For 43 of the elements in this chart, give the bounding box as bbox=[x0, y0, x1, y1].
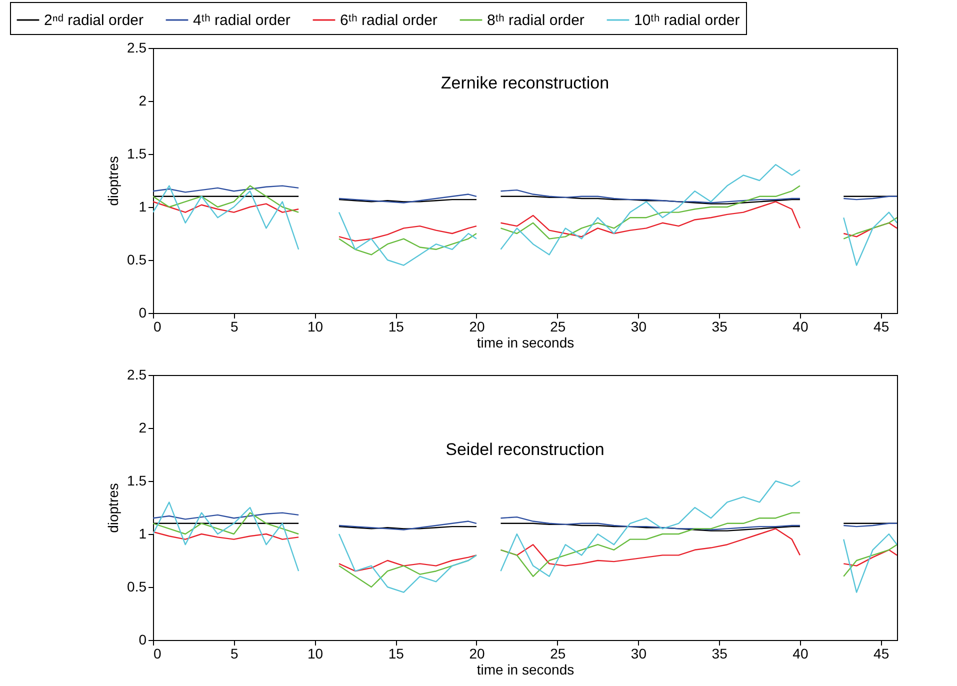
text: Zernike reconstruction bbox=[440, 74, 610, 92]
x-tick-label: 20 bbox=[469, 646, 485, 662]
x-tick-label: 5 bbox=[230, 318, 238, 334]
legend-label: 8ᵗʰ radial order bbox=[487, 12, 584, 29]
x-tick-label: 30 bbox=[630, 318, 647, 334]
y-tick-label: 1 bbox=[138, 526, 147, 542]
x-tick-label: 15 bbox=[388, 318, 404, 334]
x-tick-label: 35 bbox=[712, 318, 728, 334]
x-axis-title: time in seconds bbox=[476, 662, 574, 678]
x-tick-label: 30 bbox=[630, 646, 647, 662]
legend-label: 2ⁿᵈ radial order bbox=[44, 12, 144, 29]
x-tick-label: 10 bbox=[307, 318, 324, 334]
legend-label: 4ᵗʰ radial order bbox=[193, 12, 290, 29]
x-tick-label: 45 bbox=[874, 646, 890, 662]
x-tick-label: 40 bbox=[792, 646, 808, 662]
legend-label: 10ᵗʰ radial order bbox=[634, 12, 740, 29]
y-tick-label: 1 bbox=[138, 198, 147, 214]
y-tick-label: 0.5 bbox=[127, 252, 147, 268]
x-axis-title: time in seconds bbox=[476, 334, 574, 350]
x-tick-label: 20 bbox=[469, 318, 485, 334]
x-tick-label: 15 bbox=[388, 646, 404, 662]
y-tick-label: 1.5 bbox=[127, 146, 147, 162]
x-tick-label: 35 bbox=[712, 646, 728, 662]
x-tick-label: 5 bbox=[230, 646, 238, 662]
y-tick-label: 0 bbox=[138, 632, 147, 648]
y-tick-label: 2 bbox=[138, 420, 147, 436]
y-tick-label: 2.5 bbox=[127, 40, 147, 56]
x-tick-label: 45 bbox=[874, 318, 890, 334]
x-tick-label: 40 bbox=[792, 318, 808, 334]
y-axis-title: dioptres bbox=[105, 483, 122, 533]
legend-label: 6ᵗʰ radial order bbox=[340, 12, 438, 29]
y-tick-label: 0.5 bbox=[127, 578, 147, 594]
x-tick-label: 10 bbox=[307, 646, 324, 662]
y-tick-label: 0 bbox=[138, 304, 147, 320]
x-tick-label: 0 bbox=[154, 318, 162, 334]
x-tick-label: 25 bbox=[550, 646, 566, 662]
y-tick-label: 2.5 bbox=[127, 366, 147, 382]
y-tick-label: 2 bbox=[138, 92, 147, 108]
x-tick-label: 25 bbox=[550, 318, 566, 334]
x-tick-label: 0 bbox=[154, 646, 162, 662]
text: Seidel reconstruction bbox=[446, 440, 604, 459]
y-tick-label: 1.5 bbox=[127, 472, 147, 488]
y-axis-title: dioptres bbox=[105, 156, 122, 206]
